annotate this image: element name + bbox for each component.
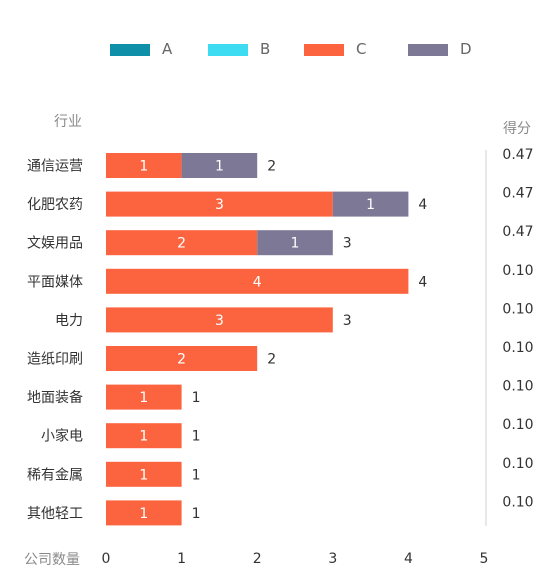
- bar-segment-label: 1: [139, 159, 148, 175]
- score-label: 0.10: [502, 417, 533, 433]
- bar-total-label: 2: [267, 159, 276, 175]
- category-label: 其他轻工: [27, 506, 83, 522]
- score-label: 0.10: [502, 456, 533, 472]
- legend-label-a: A: [162, 40, 173, 58]
- bar-segment-label: 1: [139, 506, 148, 522]
- score-axis-title: 得分: [503, 121, 531, 137]
- bar-segment-label: 3: [215, 313, 224, 329]
- legend-swatch-c: [304, 44, 344, 56]
- bar-total-label: 1: [192, 390, 201, 406]
- bar-segment-c: [106, 153, 182, 178]
- x-tick-label: 3: [328, 551, 337, 567]
- category-label: 电力: [55, 313, 83, 329]
- bar-segment-label: 1: [215, 159, 224, 175]
- legend-swatch-d: [408, 44, 448, 56]
- bar-segment-c: [106, 423, 182, 449]
- category-label: 文娱用品: [27, 236, 83, 252]
- bar-segment-label: 2: [177, 236, 186, 252]
- bar-segment-d: [257, 230, 333, 256]
- bar-segment-label: 4: [253, 274, 262, 290]
- legend-label-d: D: [460, 40, 472, 58]
- bar-total-label: 4: [418, 274, 427, 290]
- legend-label-c: C: [356, 40, 367, 58]
- bar-segment-label: 3: [215, 197, 224, 213]
- category-axis-title: 行业: [54, 114, 82, 130]
- bar-total-label: 4: [418, 197, 427, 213]
- category-label: 造纸印刷: [27, 352, 83, 368]
- category-label: 化肥农药: [27, 197, 83, 213]
- score-label: 0.10: [502, 494, 533, 510]
- bar-total-label: 1: [192, 467, 201, 483]
- category-label: 平面媒体: [27, 274, 83, 290]
- bar-segment-c: [106, 500, 182, 526]
- bar-segment-c: [106, 191, 333, 217]
- bar-segment-d: [332, 191, 409, 217]
- bar-segment-c: [106, 307, 333, 333]
- category-label: 地面装备: [27, 389, 83, 406]
- score-label: 0.47: [502, 147, 533, 163]
- bar-total-label: 3: [343, 313, 352, 329]
- bar-total-label: 1: [192, 429, 201, 445]
- bar-segment-label: 1: [139, 390, 148, 406]
- legend-label-b: B: [260, 40, 271, 58]
- bar-segment-c: [106, 268, 409, 294]
- bar-segment-label: 1: [366, 197, 375, 213]
- bar-total-label: 3: [343, 236, 352, 252]
- bar-segment-label: 2: [177, 352, 186, 368]
- bar-segment-c: [106, 461, 182, 487]
- x-tick-label: 5: [480, 551, 489, 567]
- bar-segment-label: 1: [139, 467, 148, 483]
- legend-swatch-a: [110, 44, 150, 56]
- x-tick-label: 2: [253, 551, 262, 567]
- bar-segment-label: 1: [291, 236, 300, 252]
- x-tick-label: 1: [177, 551, 186, 567]
- score-label: 0.47: [502, 224, 533, 240]
- score-label: 0.10: [502, 263, 533, 279]
- value-axis-title: 公司数量: [24, 552, 80, 568]
- category-label: 通信运营: [27, 159, 83, 175]
- x-tick-label: 0: [102, 551, 111, 567]
- bar-segment-c: [106, 346, 258, 371]
- bar-total-label: 2: [267, 352, 276, 368]
- legend-swatch-b: [208, 44, 248, 56]
- category-label: 稀有金属: [27, 467, 83, 483]
- bar-total-label: 1: [192, 506, 201, 522]
- bar-segment-c: [106, 384, 182, 410]
- score-label: 0.10: [502, 301, 533, 317]
- score-label: 0.10: [502, 379, 533, 395]
- bar-segment-label: 1: [139, 429, 148, 445]
- score-label: 0.47: [502, 186, 533, 202]
- x-tick-label: 4: [404, 551, 413, 567]
- bar-segment-d: [181, 153, 258, 178]
- score-label: 0.10: [502, 340, 533, 356]
- bar-segment-c: [106, 230, 258, 256]
- category-label: 小家电: [41, 428, 83, 445]
